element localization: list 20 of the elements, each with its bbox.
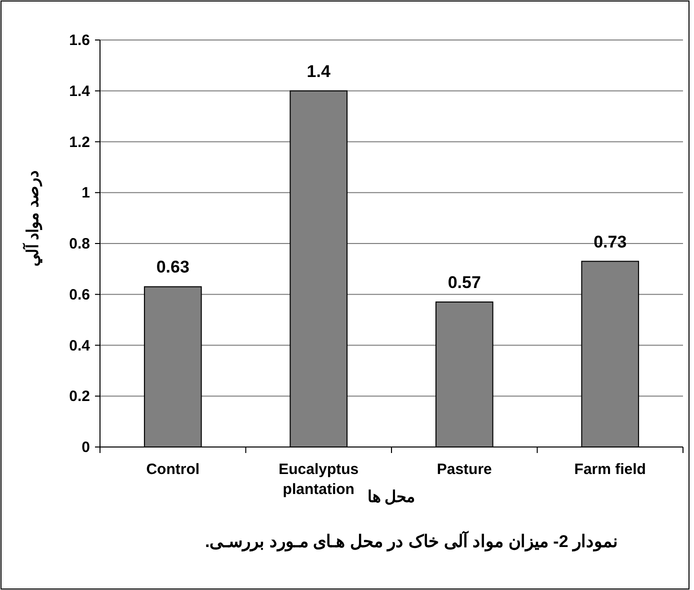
y-tick-label: 0.2 — [69, 388, 90, 406]
x-axis-title: محل ها — [367, 489, 416, 506]
data-label: 1.4 — [306, 62, 331, 81]
y-tick-label: 0 — [82, 439, 90, 456]
data-label: 0.73 — [594, 232, 627, 252]
y-axis-title: درصد مواد آلي — [21, 170, 43, 266]
y-tick-label: 1.4 — [69, 82, 91, 100]
y-tick-label: 1.2 — [69, 134, 90, 151]
x-tick-label: Pasture — [436, 461, 492, 478]
text: نمودار 2- میزان مواد آلی خاک در محل هـای مـورد بررسـی. — [204, 530, 618, 552]
y-tick-label: 0.8 — [69, 236, 90, 252]
y-tick-label: 1 — [82, 184, 90, 202]
x-tick-label: Farm field — [574, 461, 646, 478]
x-tick-label: Control — [146, 461, 200, 478]
data-label: 0.57 — [448, 273, 481, 292]
y-tick-label: 0.4 — [69, 337, 91, 354]
x-tick-label: Eucalyptus plantation — [278, 461, 359, 498]
y-tick-label: 1.6 — [69, 32, 90, 49]
y-tick-label: 0.6 — [69, 286, 90, 304]
data-label: 0.63 — [156, 258, 190, 277]
